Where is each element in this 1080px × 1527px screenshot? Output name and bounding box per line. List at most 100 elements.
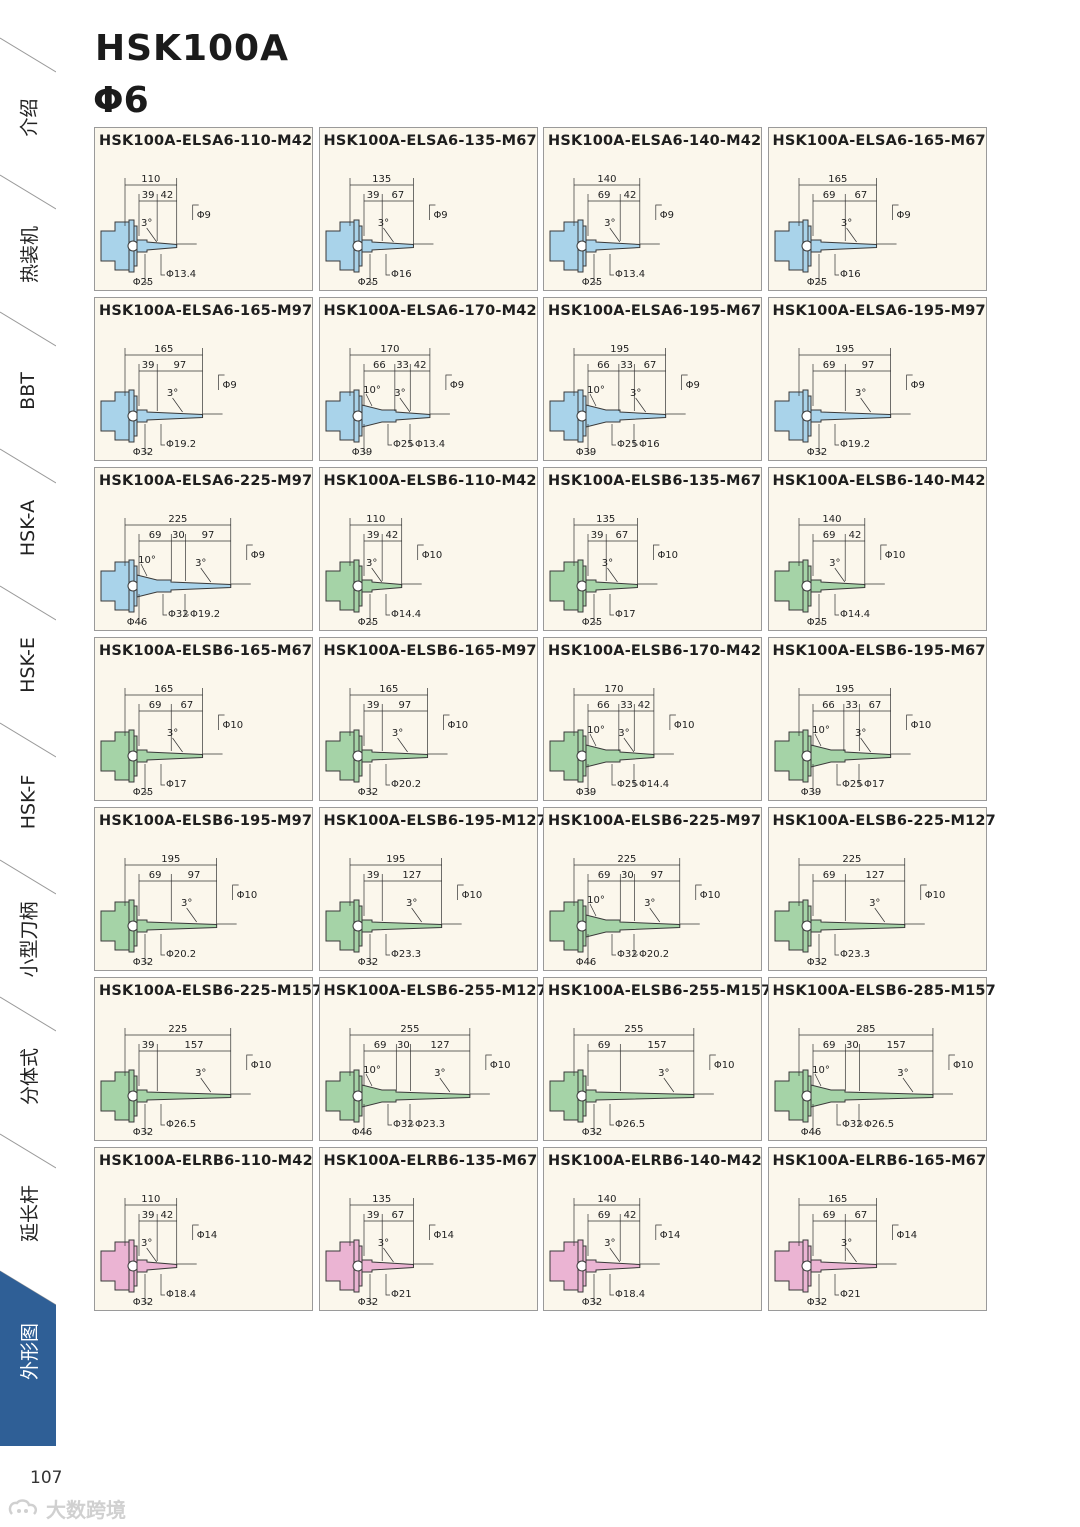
diameter-leader	[369, 764, 374, 794]
taper-angle-3: 3°	[391, 728, 402, 739]
part-code: HSK100A-ELSB6-140-M42	[772, 473, 986, 489]
shank-diameter: Φ25	[617, 779, 638, 790]
diameter-leader	[144, 1104, 149, 1134]
segment-length: 39	[591, 530, 604, 541]
segment-length: 69	[149, 870, 162, 881]
diameter-leader	[385, 594, 390, 616]
angle-leader	[635, 397, 646, 413]
shank-diameter: Φ39	[576, 787, 597, 798]
extension-shank	[361, 404, 430, 428]
sidebar-item-6[interactable]: HSK-F	[0, 738, 56, 866]
total-length: 135	[372, 1194, 391, 1205]
sidebar-item-10[interactable]: 外形图	[0, 1286, 56, 1416]
segment-length: 69	[373, 1040, 386, 1051]
angle-leader	[439, 1077, 450, 1093]
taper-angle-10: 10°	[812, 725, 830, 736]
segment-length: 30	[845, 1040, 858, 1051]
taper-angle-3: 3°	[658, 1068, 669, 1079]
taper-angle-3: 3°	[195, 1068, 206, 1079]
shank-diameter: Φ32	[357, 787, 378, 798]
angle-leader-2	[140, 563, 148, 577]
drawing-card: HSK100A-ELSB6-195-M127 195 39 127 3° Φ10 Φ32 Φ2…	[318, 807, 547, 971]
sidebar-item-8[interactable]: 分体式	[0, 1012, 56, 1140]
segment-length: 127	[865, 870, 884, 881]
segment-length: 69	[149, 530, 162, 541]
diameter-leader	[409, 424, 414, 446]
tip-diameter: Φ9	[223, 380, 237, 391]
total-length: 195	[610, 344, 629, 355]
shank-diameter: Φ20.2	[391, 779, 421, 790]
segment-length: 69	[822, 1040, 835, 1051]
taper-angle-3: 3°	[434, 1068, 445, 1079]
holder-body	[774, 1069, 933, 1123]
extension-drawing: 225 69 30 97 10° 3° Φ9 Φ46 Φ32 Φ19.2	[100, 514, 265, 628]
hsk-taper	[549, 731, 579, 781]
holder-body	[100, 729, 204, 783]
diameter-leader	[609, 1274, 614, 1296]
angle-leader	[200, 1077, 212, 1093]
tip-leader	[709, 1054, 716, 1070]
taper-angle-3: 3°	[854, 388, 865, 399]
drawing-grid: HSK100A-ELSA6-110-M42 110 39 42 3° Φ9 Φ25 Φ13.4…	[94, 127, 996, 1311]
sidebar-item-1[interactable]: 介绍	[0, 53, 56, 181]
hsk-taper	[325, 221, 354, 271]
shank-diameter: Φ46	[127, 617, 148, 628]
holder-body	[774, 729, 891, 783]
diameter-leader	[609, 1104, 614, 1126]
drawing-card: HSK100A-ELSB6-285-M157 285 69 30 157 10° 3° Φ10…	[767, 977, 996, 1141]
shank-diameter: Φ19.2	[166, 439, 196, 450]
shank-diameter: Φ25	[842, 779, 863, 790]
shank-diameter: Φ25	[582, 277, 603, 288]
holder-body	[774, 899, 905, 953]
extension-drawing: 110 39 42 3° Φ9 Φ25 Φ13.4	[100, 174, 211, 288]
segment-length: 97	[174, 360, 187, 371]
shank-diameter: Φ25	[582, 617, 603, 628]
shank-diameter: Φ14.4	[840, 609, 870, 620]
tip-diameter: Φ14	[896, 1230, 917, 1241]
hsk-taper	[774, 731, 803, 781]
diameter-leader	[144, 1274, 149, 1304]
tip-diameter: Φ9	[660, 210, 674, 221]
shank-diameter: Φ23.3	[415, 1119, 445, 1130]
angle-leader	[609, 227, 621, 243]
extension-drawing: 255 69 157 3° Φ10 Φ32 Φ26.5	[549, 1024, 734, 1138]
dimension-lines	[573, 348, 688, 454]
dimension-lines	[573, 858, 702, 964]
diameter-leader	[144, 254, 149, 284]
dimension-lines	[349, 858, 464, 964]
shank-diameter: Φ14.4	[639, 779, 669, 790]
shank-diameter: Φ25	[617, 439, 638, 450]
diameter-leader	[633, 934, 638, 956]
sidebar-item-2[interactable]: 热装机	[0, 190, 56, 318]
hsk-taper	[774, 391, 803, 441]
diameter-leader	[385, 764, 390, 786]
drawing-card: HSK100A-ELSB6-255-M127 255 69 30 127 10° 3° Φ10…	[318, 977, 547, 1141]
sidebar-item-5[interactable]: HSK-E	[0, 601, 56, 729]
sidebar-item-7[interactable]: 小型刀柄	[0, 875, 56, 1003]
taper-angle-3: 3°	[377, 1238, 388, 1249]
diameter-leader	[385, 1274, 390, 1296]
sidebar-item-9[interactable]: 延长杆	[0, 1149, 56, 1277]
extension-shank	[136, 1089, 232, 1103]
shank-diameter: Φ32	[842, 1119, 863, 1130]
tip-leader	[246, 1054, 253, 1070]
sidebar-item-4[interactable]: HSK-A	[0, 464, 56, 592]
holder-body	[549, 1069, 695, 1123]
diameter-leader	[593, 254, 598, 284]
shank-diameter: Φ26.5	[615, 1119, 645, 1130]
sidebar-item-3[interactable]: BBT	[0, 327, 56, 455]
extension-drawing: 195 39 127 3° Φ10 Φ32 Φ23.3	[325, 854, 482, 968]
shank-diameter: Φ32	[393, 1119, 414, 1130]
diameter-leader	[836, 1104, 841, 1126]
sidebar-item-label: 分体式	[18, 1047, 41, 1105]
tip-leader	[905, 374, 913, 390]
segment-length: 42	[413, 360, 426, 371]
extension-shank	[136, 409, 204, 423]
shank-diameter: Φ25	[133, 277, 154, 288]
shank-diameter: Φ32	[357, 957, 378, 968]
hsk-taper	[325, 1241, 354, 1291]
tip-leader	[192, 204, 199, 220]
shank-diameter: Φ32	[582, 1297, 603, 1308]
segment-length: 42	[624, 1210, 637, 1221]
segment-length: 39	[366, 190, 379, 201]
